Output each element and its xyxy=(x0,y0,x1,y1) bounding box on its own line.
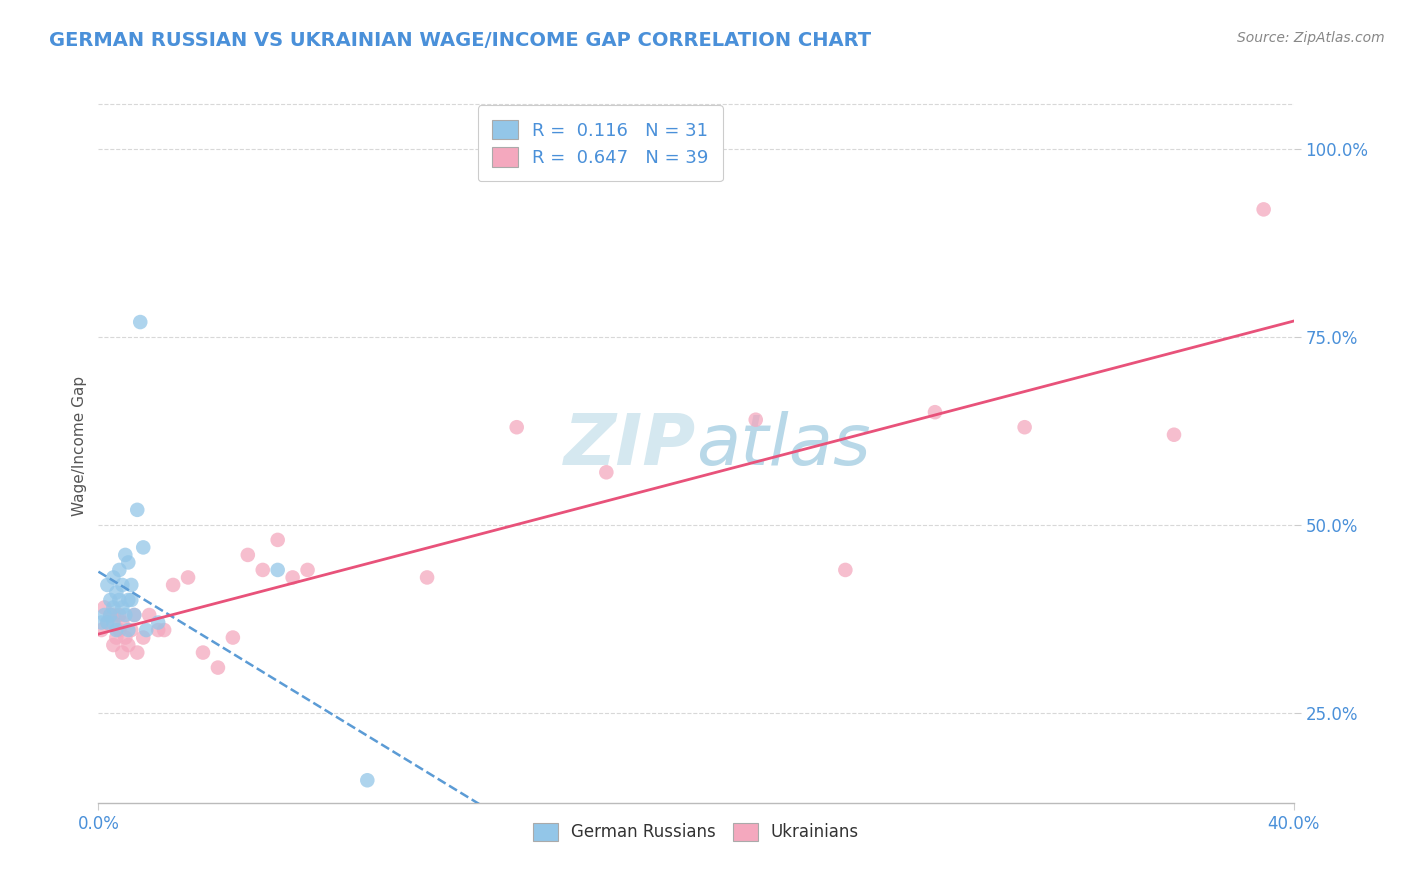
Point xyxy=(124,607,146,622)
Point xyxy=(356,773,378,788)
Point xyxy=(1014,420,1036,434)
Point xyxy=(120,578,142,592)
Point xyxy=(297,563,319,577)
Point xyxy=(103,600,125,615)
Point xyxy=(281,570,304,584)
Point xyxy=(111,578,134,592)
Point xyxy=(117,623,139,637)
Point xyxy=(103,638,125,652)
Point xyxy=(127,646,149,660)
Point xyxy=(90,623,112,637)
Point xyxy=(93,607,115,622)
Point xyxy=(96,615,118,630)
Point xyxy=(132,631,155,645)
Point xyxy=(127,503,149,517)
Point xyxy=(177,570,200,584)
Point xyxy=(98,607,122,622)
Point xyxy=(1253,202,1275,217)
Point xyxy=(124,607,146,622)
Point xyxy=(191,646,214,660)
Point xyxy=(117,593,139,607)
Point xyxy=(111,600,134,615)
Point xyxy=(416,818,439,832)
Point xyxy=(138,607,160,622)
Point xyxy=(745,413,768,427)
Point xyxy=(108,593,131,607)
Point xyxy=(120,623,142,637)
Point xyxy=(1163,427,1185,442)
Point xyxy=(96,615,118,630)
Point xyxy=(105,631,128,645)
Point xyxy=(93,600,115,615)
Point xyxy=(222,631,245,645)
Point xyxy=(98,593,122,607)
Point xyxy=(108,607,131,622)
Point xyxy=(120,593,142,607)
Point xyxy=(105,585,128,599)
Point xyxy=(132,541,155,555)
Point xyxy=(117,556,139,570)
Text: GERMAN RUSSIAN VS UKRAINIAN WAGE/INCOME GAP CORRELATION CHART: GERMAN RUSSIAN VS UKRAINIAN WAGE/INCOME … xyxy=(49,31,872,50)
Point xyxy=(252,563,274,577)
Text: atlas: atlas xyxy=(696,411,870,481)
Point xyxy=(114,607,136,622)
Point xyxy=(98,607,122,622)
Point xyxy=(103,607,125,622)
Point xyxy=(111,615,134,630)
Point xyxy=(96,578,118,592)
Point xyxy=(135,623,157,637)
Point xyxy=(162,578,184,592)
Point xyxy=(924,405,946,419)
Point xyxy=(105,623,128,637)
Point xyxy=(207,660,229,674)
Point xyxy=(148,623,170,637)
Point xyxy=(148,615,170,630)
Y-axis label: Wage/Income Gap: Wage/Income Gap xyxy=(72,376,87,516)
Point xyxy=(111,646,134,660)
Point xyxy=(416,570,439,584)
Point xyxy=(129,315,152,329)
Point xyxy=(153,623,176,637)
Text: ZIP: ZIP xyxy=(564,411,696,481)
Point xyxy=(108,563,131,577)
Point xyxy=(506,420,529,434)
Point xyxy=(114,631,136,645)
Point xyxy=(236,548,259,562)
Point xyxy=(117,638,139,652)
Point xyxy=(595,465,617,479)
Point xyxy=(90,615,112,630)
Point xyxy=(103,570,125,584)
Legend: German Russians, Ukrainians: German Russians, Ukrainians xyxy=(526,816,866,848)
Point xyxy=(108,623,131,637)
Text: Source: ZipAtlas.com: Source: ZipAtlas.com xyxy=(1237,31,1385,45)
Point xyxy=(103,615,125,630)
Point xyxy=(114,548,136,562)
Point xyxy=(834,563,856,577)
Point xyxy=(267,533,290,547)
Point xyxy=(267,563,290,577)
